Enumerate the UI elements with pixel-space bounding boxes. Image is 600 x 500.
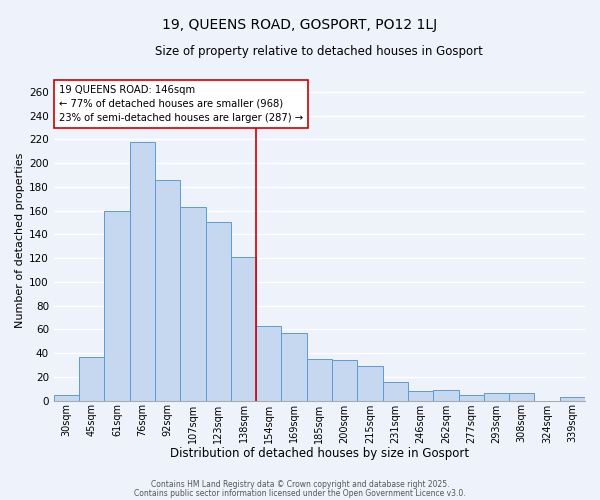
Bar — [256, 326, 281, 400]
Text: Contains HM Land Registry data © Crown copyright and database right 2025.: Contains HM Land Registry data © Crown c… — [151, 480, 449, 489]
Bar — [509, 394, 535, 400]
Bar — [281, 333, 307, 400]
Bar — [231, 257, 256, 400]
Bar — [484, 394, 509, 400]
Bar — [433, 390, 458, 400]
Bar — [458, 394, 484, 400]
Bar — [104, 210, 130, 400]
Y-axis label: Number of detached properties: Number of detached properties — [15, 152, 25, 328]
Text: 19 QUEENS ROAD: 146sqm
← 77% of detached houses are smaller (968)
23% of semi-de: 19 QUEENS ROAD: 146sqm ← 77% of detached… — [59, 85, 303, 123]
Bar — [332, 360, 358, 401]
Bar — [408, 391, 433, 400]
Bar — [358, 366, 383, 400]
Text: Contains public sector information licensed under the Open Government Licence v3: Contains public sector information licen… — [134, 488, 466, 498]
X-axis label: Distribution of detached houses by size in Gosport: Distribution of detached houses by size … — [170, 447, 469, 460]
Bar — [383, 382, 408, 400]
Title: Size of property relative to detached houses in Gosport: Size of property relative to detached ho… — [155, 45, 484, 58]
Bar — [560, 397, 585, 400]
Bar — [206, 222, 231, 400]
Bar — [180, 207, 206, 400]
Bar — [54, 394, 79, 400]
Bar — [155, 180, 180, 400]
Bar — [307, 359, 332, 401]
Bar — [79, 356, 104, 401]
Text: 19, QUEENS ROAD, GOSPORT, PO12 1LJ: 19, QUEENS ROAD, GOSPORT, PO12 1LJ — [163, 18, 437, 32]
Bar — [130, 142, 155, 400]
